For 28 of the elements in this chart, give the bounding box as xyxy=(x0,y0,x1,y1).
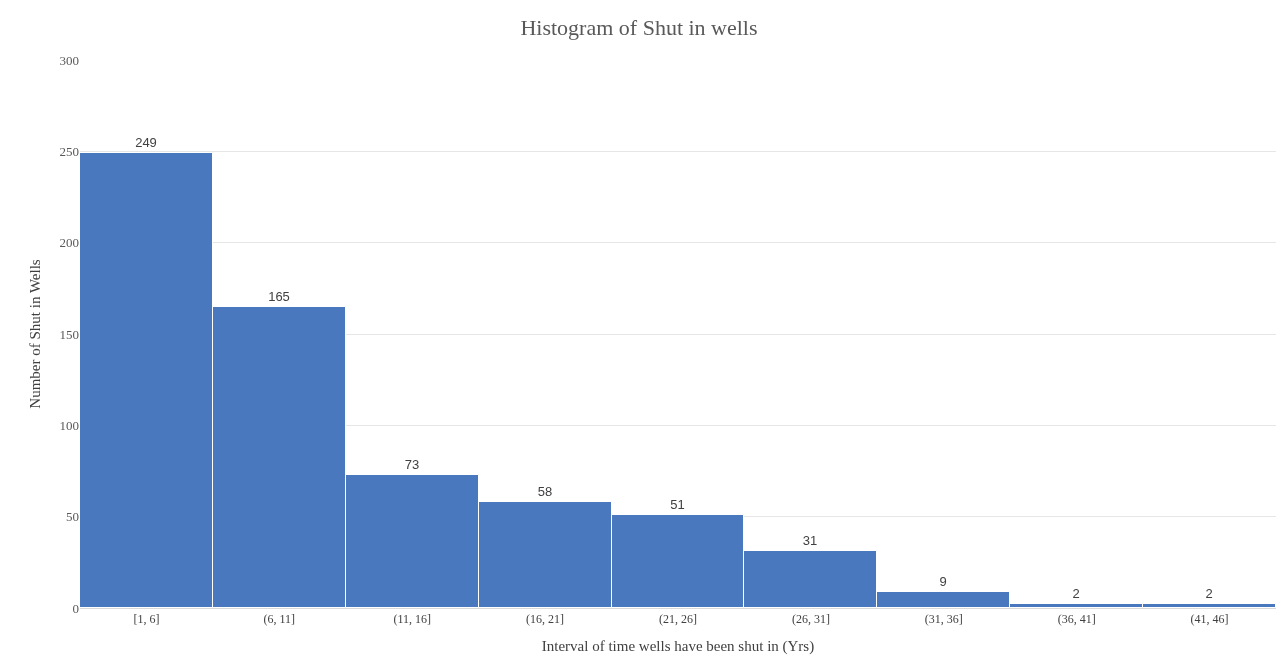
data-label: 51 xyxy=(670,496,685,512)
data-label: 165 xyxy=(268,288,290,304)
y-tick-label: 50 xyxy=(66,509,79,525)
x-tick-label: (26, 31] xyxy=(791,612,830,627)
y-tick-label: 100 xyxy=(59,417,79,433)
data-label: 2 xyxy=(1205,585,1213,601)
x-axis-title: Interval of time wells have been shut in (Yrs) xyxy=(541,638,815,656)
y-tick-label: 250 xyxy=(59,143,79,159)
x-tick-label: [1, 6] xyxy=(133,612,160,627)
y-tick-label: 0 xyxy=(72,600,79,616)
data-label: 58 xyxy=(537,483,553,499)
x-tick-label: (6, 11] xyxy=(263,612,296,627)
y-axis-title: Number of Shut in Wells xyxy=(26,259,43,409)
x-tick-label: (21, 26] xyxy=(659,612,697,627)
x-tick-label: (16, 21] xyxy=(526,612,565,627)
x-tick-label: (41, 46] xyxy=(1190,612,1229,627)
y-tick-label: 150 xyxy=(59,326,79,342)
data-label: 31 xyxy=(802,532,818,548)
y-tick-label: 200 xyxy=(59,235,79,251)
data-label: 9 xyxy=(939,573,947,589)
data-label: 249 xyxy=(135,134,157,150)
data-label: 2 xyxy=(1072,585,1080,601)
chart-title: Histogram of Shut in wells xyxy=(520,15,758,41)
x-tick-label: (11, 16] xyxy=(393,612,431,627)
x-tick-label: (36, 41] xyxy=(1057,612,1096,627)
y-tick-label: 300 xyxy=(59,52,79,68)
data-label: 73 xyxy=(404,456,420,472)
x-tick-label: (31, 36] xyxy=(924,612,963,627)
